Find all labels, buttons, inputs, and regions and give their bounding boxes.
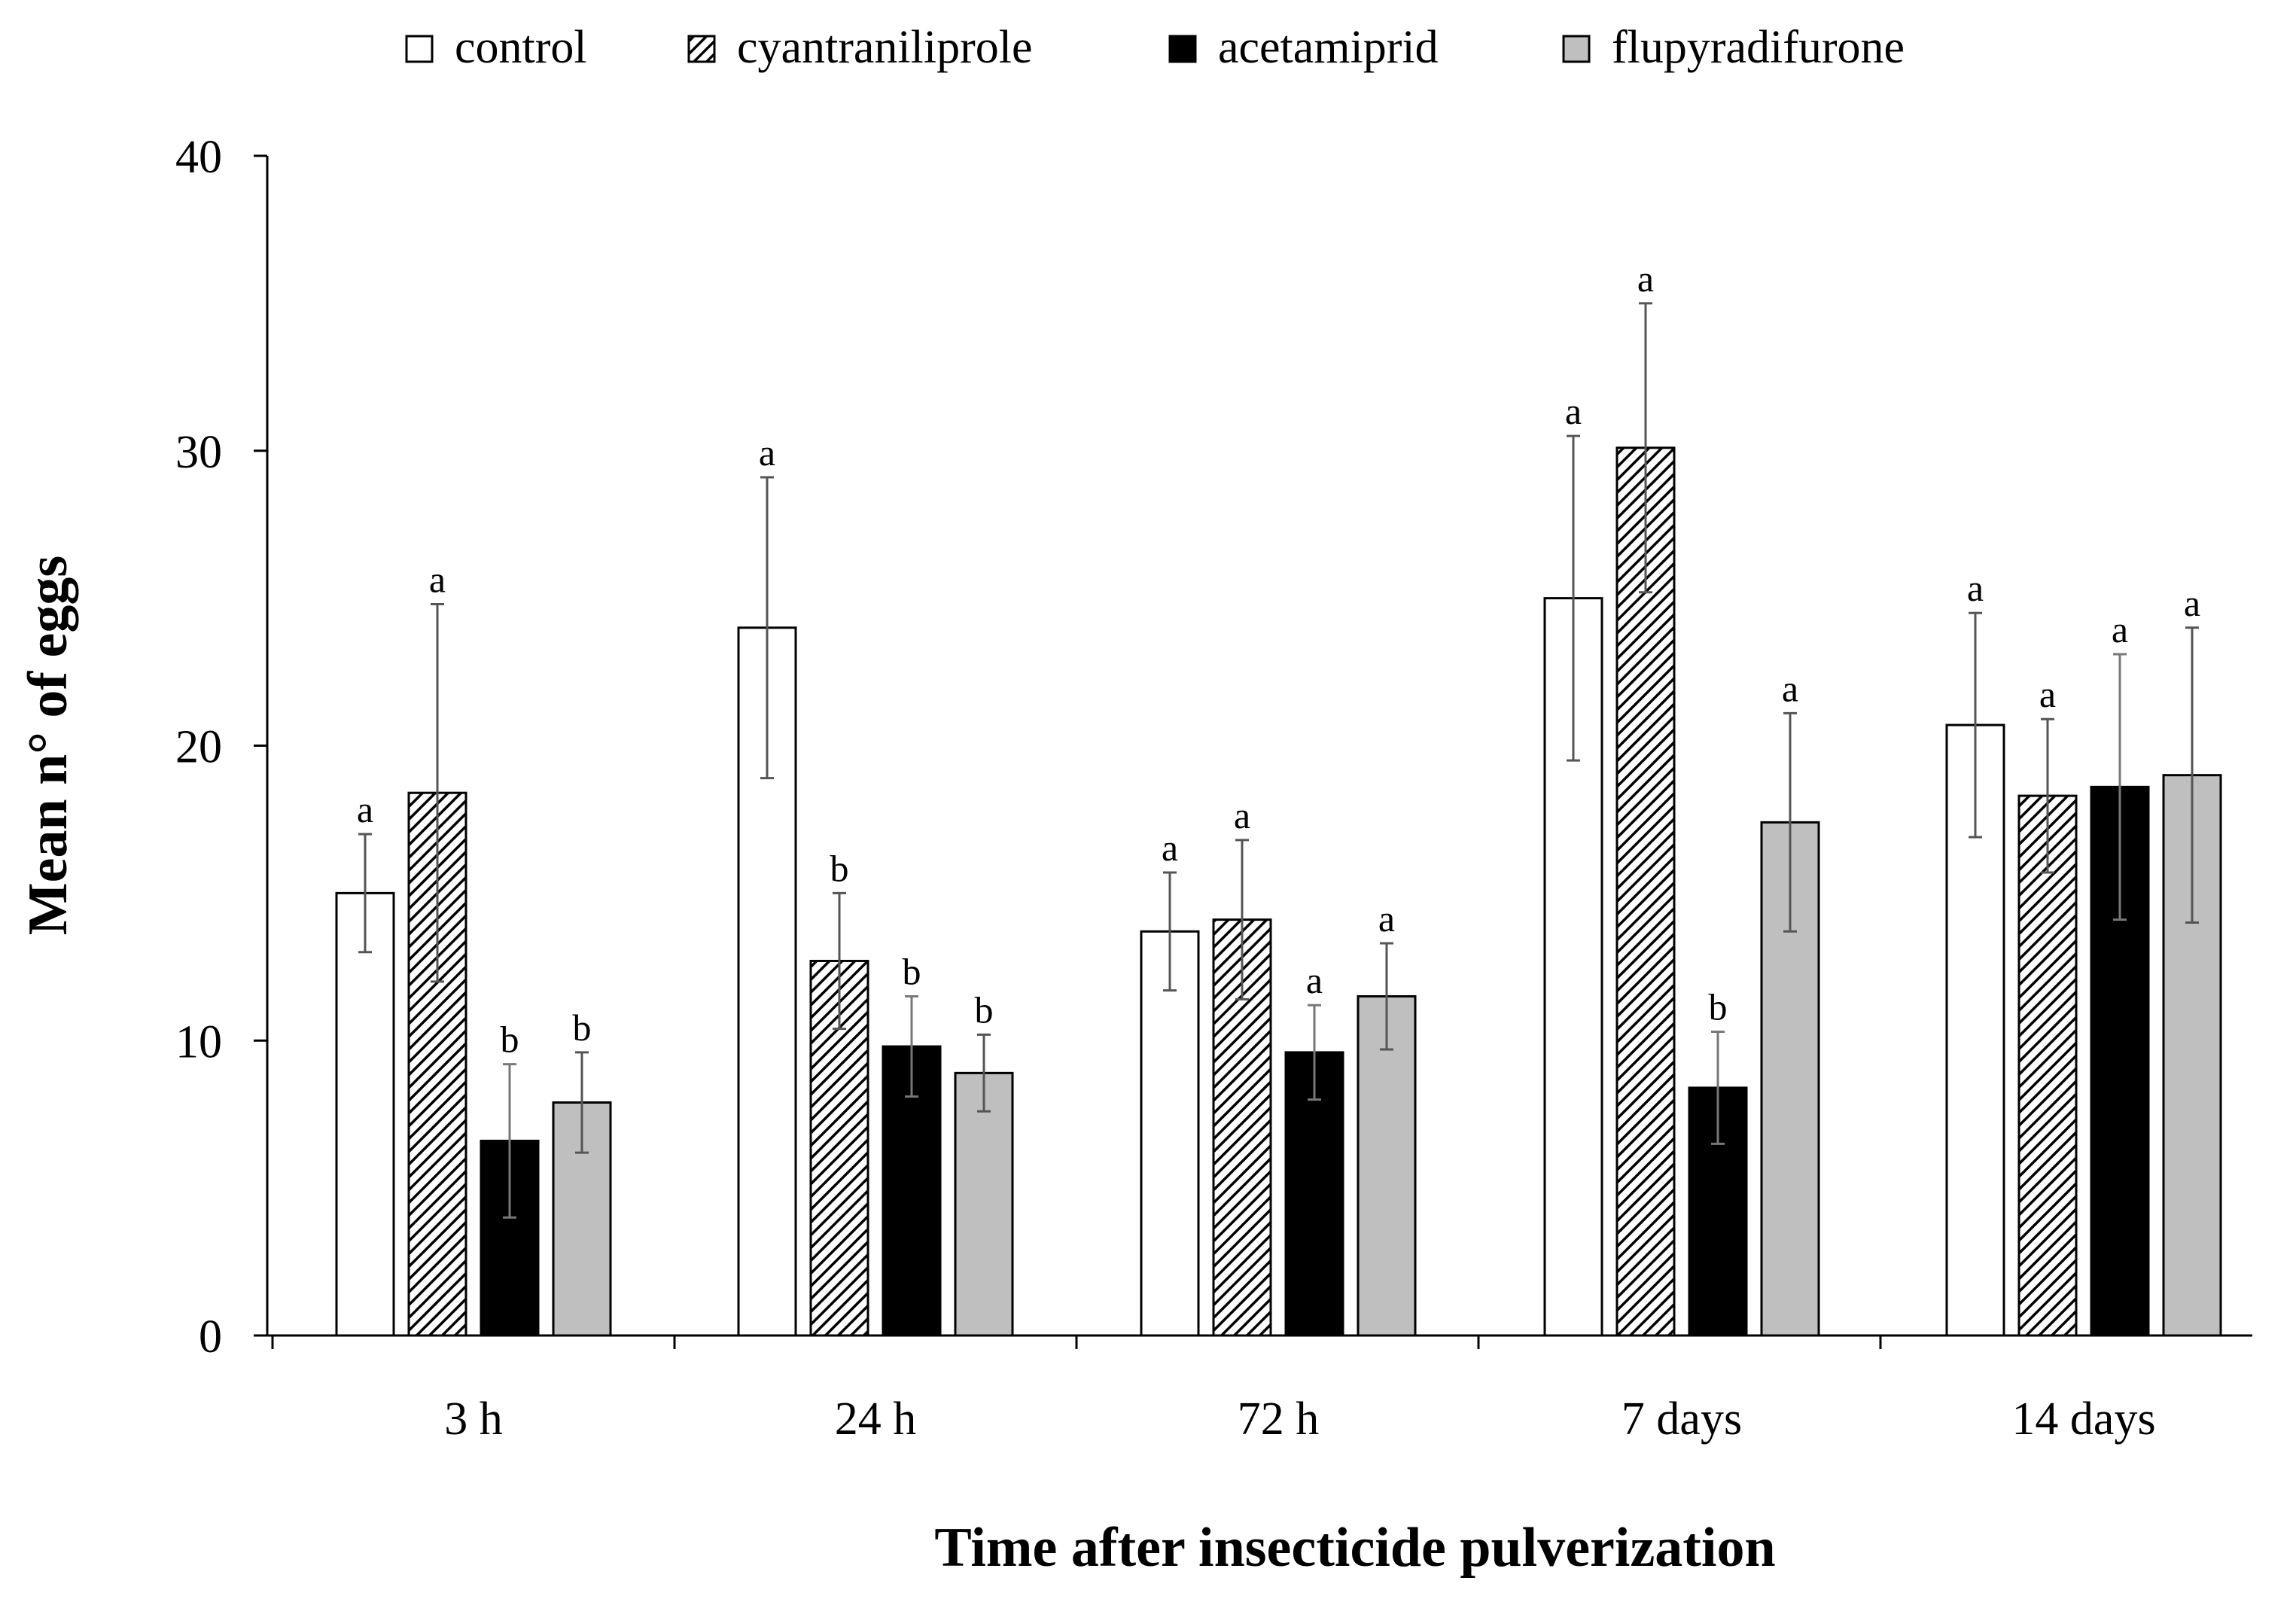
significance-letter: a	[2184, 582, 2200, 624]
y-tick-label: 40	[175, 132, 222, 183]
y-tick-label: 10	[175, 1016, 222, 1067]
y-tick-label: 20	[175, 722, 222, 773]
significance-letter: b	[830, 847, 849, 889]
significance-letter: a	[357, 788, 373, 830]
legend-label-control: control	[455, 22, 587, 73]
significance-letter: a	[1378, 897, 1395, 940]
significance-letter: a	[1637, 257, 1654, 300]
significance-letter: b	[1709, 985, 1728, 1028]
significance-letter: a	[1306, 959, 1323, 1001]
y-tick-label: 0	[199, 1311, 222, 1363]
significance-letter: a	[1234, 794, 1250, 836]
y-tick-label: 30	[175, 427, 222, 478]
legend-label-flupyradifurone: flupyradifurone	[1612, 22, 1905, 73]
bar-cyantraniliprole	[2017, 794, 2078, 1337]
significance-letter: b	[903, 950, 921, 992]
category-label: 7 days	[1622, 1393, 1742, 1445]
bars: a a a a a a b a a a b b a b a b b a a a	[335, 257, 2222, 1337]
bar-control	[1140, 930, 1200, 1337]
bar-cyantraniliprole	[1615, 446, 1676, 1337]
legend-label-acetamiprid: acetamiprid	[1218, 22, 1439, 73]
significance-letter: a	[2039, 673, 2056, 715]
x-axis-title: Time after insecticide pulverization	[934, 1517, 1775, 1579]
category-label: 72 h	[1238, 1393, 1320, 1445]
significance-letter: a	[1782, 667, 1798, 709]
significance-letter: a	[759, 431, 775, 474]
significance-letter: a	[1565, 390, 1582, 432]
category-label: 24 h	[835, 1393, 917, 1445]
category-label: 14 days	[2011, 1393, 2155, 1445]
significance-letter: a	[429, 558, 446, 600]
category-label: 3 h	[444, 1393, 503, 1445]
legend-swatch-control	[405, 35, 434, 63]
legend-label-cyantraniliprole: cyantraniliprole	[737, 22, 1033, 73]
significance-letter: b	[975, 988, 994, 1031]
significance-letter: a	[1967, 567, 1984, 609]
y-axis-title: Mean n° of eggs	[17, 556, 79, 935]
significance-letter: a	[2112, 608, 2128, 650]
bar-control	[335, 891, 395, 1337]
x-labels: 3 h 24 h 72 h 7 days 14 days	[271, 1335, 2156, 1445]
legend-swatch-flupyradifurone	[1562, 35, 1591, 63]
legend: control cyantraniliprole acetamiprid flupyr…	[405, 22, 1905, 73]
significance-letter: b	[501, 1019, 519, 1061]
legend-swatch-cyantraniliprole	[687, 35, 716, 63]
bar-flupyradifurone	[954, 1071, 1014, 1337]
significance-letter: a	[1162, 827, 1178, 869]
y-ticks: 0 10 20 30 40	[175, 132, 267, 1363]
legend-swatch-acetamiprid	[1168, 35, 1197, 63]
significance-letter: b	[573, 1007, 592, 1049]
